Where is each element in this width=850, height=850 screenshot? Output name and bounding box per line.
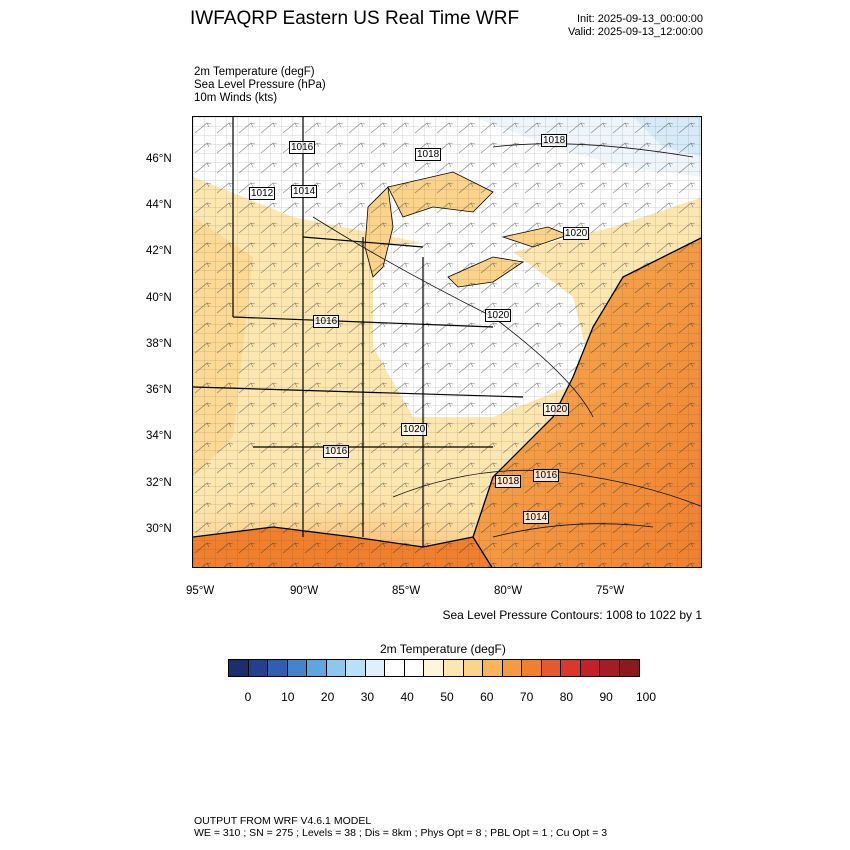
colorbar-swatch: [541, 660, 562, 676]
map-graphic: [193, 117, 701, 567]
lat-tick: 44°N: [146, 199, 172, 211]
colorbar-swatch: [307, 660, 327, 676]
colorbar-label: 90: [599, 690, 613, 704]
slp-label: 1018: [415, 148, 442, 161]
colorbar-swatch: [522, 660, 542, 676]
colorbar-label: 50: [440, 690, 454, 704]
colorbar-label: 10: [281, 690, 295, 704]
colorbar-label: 20: [320, 690, 335, 704]
slp-label: 1016: [289, 141, 316, 154]
lat-tick: 46°N: [146, 153, 172, 165]
lat-tick: 32°N: [146, 477, 172, 489]
lat-tick: 40°N: [146, 292, 172, 304]
colorbar-swatch: [268, 660, 288, 676]
slp-label: 1012: [249, 187, 276, 200]
slp-label: 1020: [485, 309, 512, 322]
lon-tick: 80°W: [494, 585, 523, 597]
colorbar-swatch: [248, 660, 269, 676]
colorbar-swatch: [365, 660, 386, 676]
lat-tick: 34°N: [146, 430, 172, 442]
colorbar-swatch: [346, 660, 366, 676]
init-time: Init: 2025-09-13_00:00:00: [577, 13, 703, 25]
colorbar-swatch: [287, 660, 308, 676]
lon-tick: 75°W: [596, 585, 625, 597]
field-temperature: 2m Temperature (degF): [194, 66, 315, 78]
colorbar-swatch: [463, 660, 484, 676]
colorbar-swatch: [580, 660, 601, 676]
field-pressure: Sea Level Pressure (hPa): [194, 79, 326, 91]
run-times: Init: 2025-09-13_00:00:00 Valid: 2025-09…: [568, 13, 703, 39]
colorbar-swatch: [502, 660, 523, 676]
colorbar-swatch: [619, 660, 640, 676]
colorbar: [228, 659, 641, 677]
slp-label: 1018: [541, 134, 568, 147]
colorbar-label: 80: [559, 690, 574, 704]
slp-label: 1014: [291, 185, 318, 198]
lon-tick: 95°W: [186, 585, 215, 597]
colorbar-swatch: [229, 660, 249, 676]
lat-tick: 36°N: [146, 384, 172, 396]
colorbar-label: 0: [244, 690, 252, 704]
colorbar-swatch: [444, 660, 464, 676]
colorbar-label: 70: [519, 690, 534, 704]
lon-tick: 85°W: [392, 585, 421, 597]
slp-label: 1020: [401, 423, 428, 436]
colorbar-label: 100: [635, 690, 657, 704]
colorbar-swatch: [600, 660, 620, 676]
colorbar-swatch: [404, 660, 425, 676]
footer-model: OUTPUT FROM WRF V4.6.1 MODEL: [194, 815, 372, 827]
lat-tick: 30°N: [146, 523, 172, 535]
contour-note: Sea Level Pressure Contours: 1008 to 102…: [442, 608, 703, 622]
slp-label: 1020: [543, 403, 570, 416]
colorbar-title: 2m Temperature (degF): [380, 642, 506, 656]
colorbar-swatch: [326, 660, 347, 676]
lat-tick: 42°N: [146, 245, 172, 257]
model-footer: OUTPUT FROM WRF V4.6.1 MODEL WE = 310 ; …: [194, 815, 607, 839]
colorbar-swatch: [561, 660, 581, 676]
valid-time: Valid: 2025-09-13_12:00:00: [568, 26, 703, 38]
slp-label: 1016: [313, 315, 340, 328]
lon-tick: 90°W: [290, 585, 319, 597]
colorbar-swatch: [424, 660, 445, 676]
slp-label: 1016: [323, 445, 350, 458]
colorbar-swatch: [483, 660, 503, 676]
slp-label: 1020: [563, 227, 590, 240]
footer-config: WE = 310 ; SN = 275 ; Levels = 38 ; Dis …: [194, 827, 608, 839]
colorbar-label: 40: [400, 690, 414, 704]
field-winds: 10m Winds (kts): [194, 92, 278, 104]
colorbar-label: 30: [360, 690, 375, 704]
map-title: IWFAQRP Eastern US Real Time WRF: [190, 8, 520, 29]
lat-tick: 38°N: [146, 338, 172, 350]
weather-map: 1016 1018 1018 1012 1014 1020 1020 1016 …: [192, 116, 702, 568]
slp-label: 1014: [523, 511, 550, 524]
colorbar-swatch: [385, 660, 405, 676]
slp-label: 1016: [533, 469, 560, 482]
slp-label: 1018: [495, 475, 522, 488]
field-list: 2m Temperature (degF) Sea Level Pressure…: [194, 66, 326, 105]
colorbar-label: 60: [480, 690, 494, 704]
